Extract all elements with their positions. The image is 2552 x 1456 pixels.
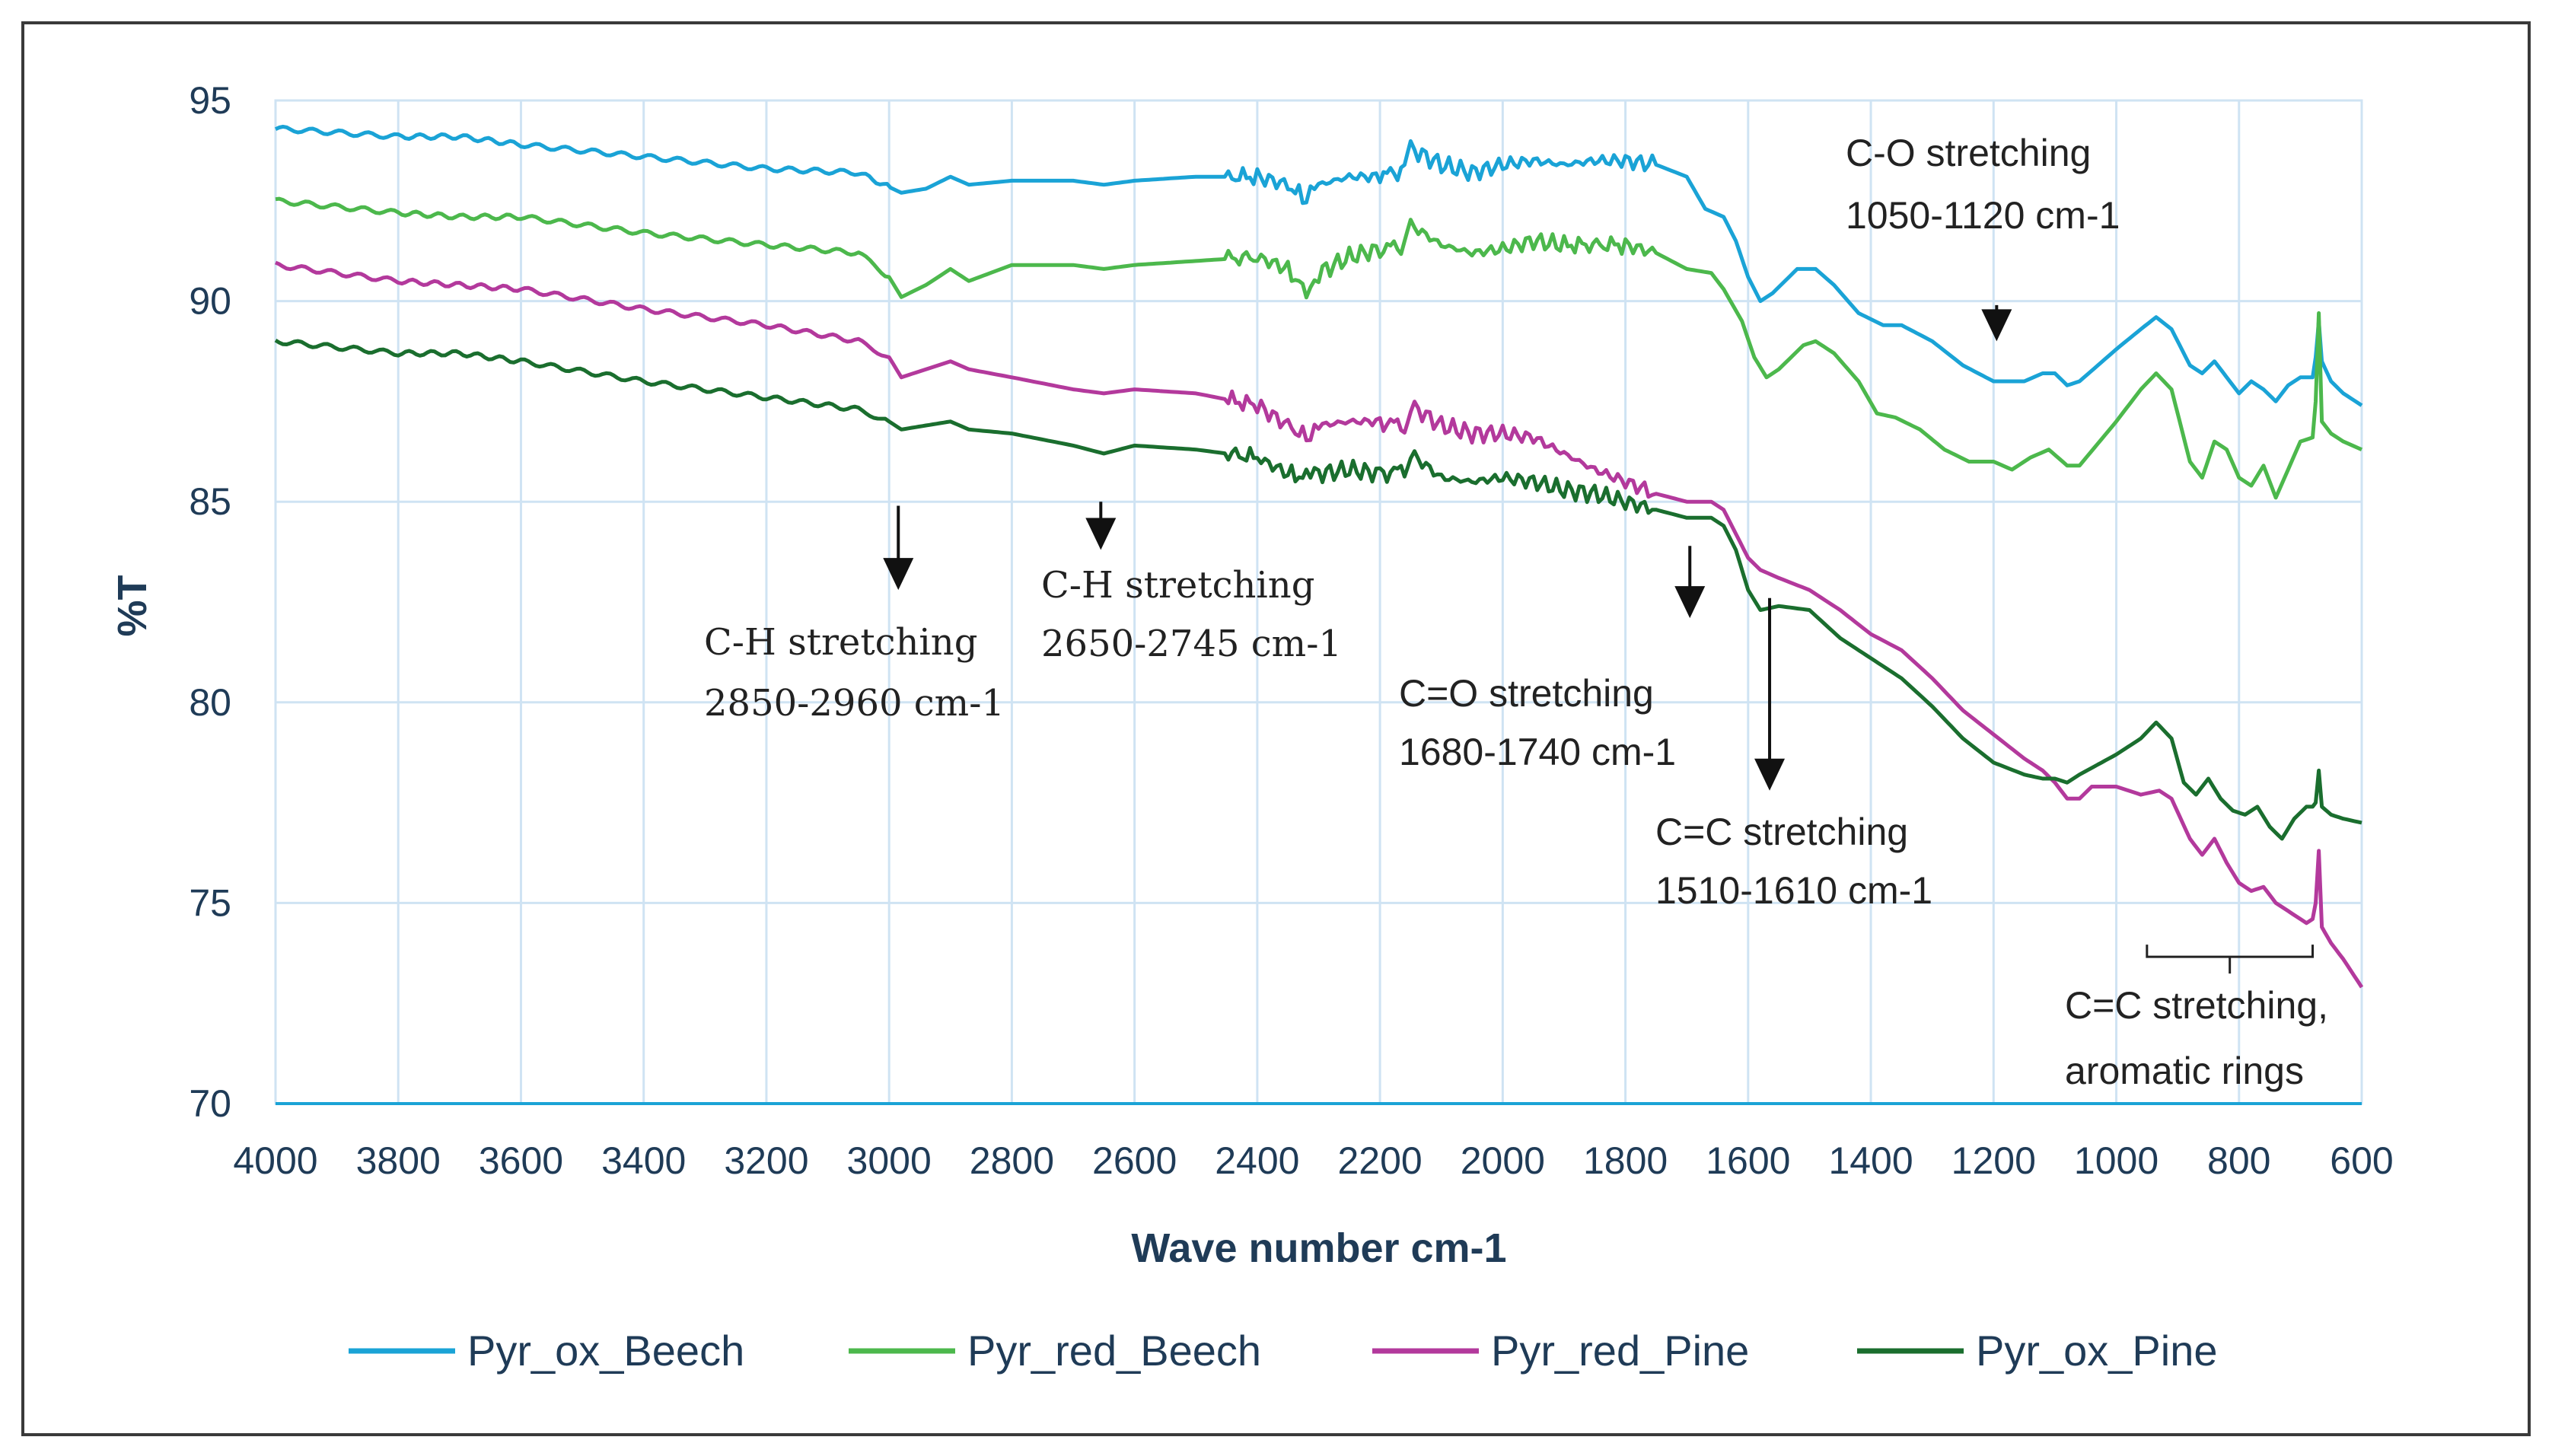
legend-item: Pyr_ox_Pine: [1857, 1327, 2218, 1375]
annotation-label: C=O stretching: [1399, 672, 1654, 715]
x-tick-label: 1200: [1951, 1139, 2036, 1182]
annotation-range: 1680-1740 cm-1: [1399, 731, 1676, 773]
y-tick-label: 80: [189, 681, 231, 724]
annotation-range: 2650-2745 cm-1: [1041, 623, 1342, 665]
legend-label: Pyr_ox_Pine: [1976, 1327, 2218, 1375]
annotation-label: C-H stretching: [1041, 564, 1314, 607]
y-axis-title: %T: [110, 575, 155, 636]
x-tick-label: 2000: [1461, 1139, 1545, 1182]
grid-layer: [274, 99, 2363, 1105]
legend-item: Pyr_red_Pine: [1372, 1327, 1749, 1375]
annotation-layer: C-H stretching 2850-2960 cm-1 C-H stretchi…: [704, 132, 2328, 1092]
legend-label: Pyr_red_Pine: [1491, 1327, 1749, 1375]
legend-item: Pyr_ox_Beech: [349, 1327, 744, 1375]
tick-layer: 4000 3800 3600 3400 3200 3000 2800 2600 2400 2200…: [189, 79, 2393, 1182]
annotation-label: C=C stretching,: [2065, 984, 2328, 1027]
x-tick-label: 3200: [724, 1139, 808, 1182]
annotation-arrow: [1981, 304, 2012, 342]
x-tick-label: 2200: [1338, 1139, 1423, 1182]
legend-label: Pyr_red_Beech: [967, 1327, 1261, 1375]
annotation-label: C=C stretching: [1655, 811, 1908, 853]
annotation-arrow: [883, 505, 914, 591]
annotation-arrow: [1754, 597, 1786, 791]
x-tick-label: 2600: [1092, 1139, 1177, 1182]
legend-label: Pyr_ox_Beech: [467, 1327, 744, 1375]
annotation-label: C-O stretching: [1846, 132, 2091, 174]
x-tick-label: 3000: [847, 1139, 932, 1182]
y-tick-label: 75: [189, 881, 231, 924]
annotation-arrow: [1674, 546, 1706, 619]
x-tick-label: 1600: [1706, 1139, 1790, 1182]
annotation-bracket: [2146, 945, 2315, 974]
y-tick-label: 90: [189, 280, 231, 323]
series-line-pyr-red-pine: [275, 260, 2364, 989]
series-layer: [274, 124, 2364, 989]
annotation-arrow: [1085, 502, 1117, 550]
x-tick-label: 3400: [601, 1139, 686, 1182]
x-tick-label: 2400: [1215, 1139, 1299, 1182]
series-line-pyr-red-beech: [275, 196, 2363, 500]
series-line-pyr-ox-beech: [274, 124, 2363, 407]
legend-item: Pyr_red_Beech: [849, 1327, 1261, 1375]
x-tick-label: 3600: [479, 1139, 563, 1182]
x-tick-label: 600: [2330, 1139, 2393, 1182]
annotation-label: C-H stretching: [704, 621, 977, 664]
x-axis-title: Wave number cm-1: [1131, 1225, 1506, 1271]
annotation-range: 1050-1120 cm-1: [1846, 194, 2120, 237]
y-tick-label: 85: [189, 480, 231, 523]
annotation-range: 1510-1610 cm-1: [1655, 869, 1932, 912]
x-tick-label: 1400: [1828, 1139, 1913, 1182]
annotation-range: aromatic rings: [2065, 1050, 2304, 1092]
x-tick-label: 1800: [1583, 1139, 1668, 1182]
x-tick-label: 1000: [2074, 1139, 2159, 1182]
x-tick-label: 3800: [356, 1139, 441, 1182]
x-tick-label: 2800: [970, 1139, 1054, 1182]
y-tick-label: 95: [189, 79, 231, 122]
legend: Pyr_ox_Beech Pyr_red_Beech Pyr_red_Pine Pyr…: [349, 1327, 2218, 1375]
annotation-range: 2850-2960 cm-1: [704, 682, 1005, 725]
x-tick-label: 4000: [233, 1139, 317, 1182]
y-tick-label: 70: [189, 1082, 231, 1125]
series-line-pyr-ox-pine: [274, 338, 2362, 841]
x-tick-label: 800: [2207, 1139, 2270, 1182]
